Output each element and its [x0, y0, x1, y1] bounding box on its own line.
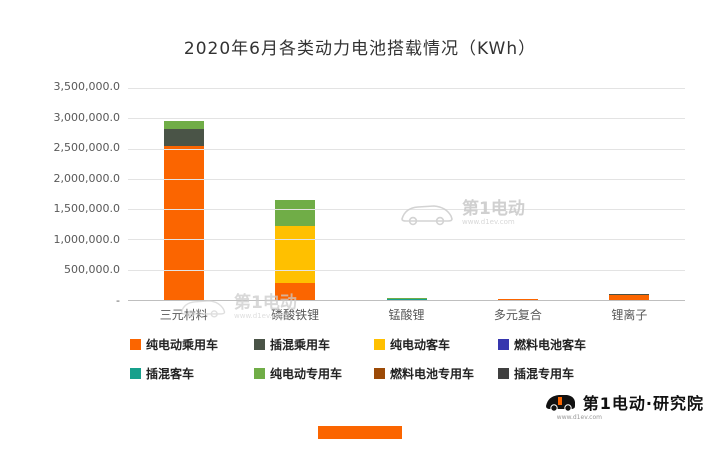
- legend-swatch: [254, 339, 265, 350]
- gridline: [128, 148, 685, 150]
- legend-swatch: [130, 339, 141, 350]
- bar-segment: [163, 128, 204, 146]
- watermark: 第1电动 www.d1ev.com: [178, 294, 297, 320]
- watermark-brand: 第1电动: [462, 199, 525, 219]
- bar-segment: [275, 225, 316, 284]
- bar-segment: [609, 295, 650, 300]
- watermark-url: www.d1ev.com: [234, 312, 287, 320]
- legend-swatch: [374, 368, 385, 379]
- watermark-url: www.d1ev.com: [462, 218, 515, 226]
- brand-logo-text: 第1电动·研究院: [582, 394, 704, 413]
- legend-item: 插混专用车: [498, 365, 648, 382]
- category-slot: [574, 88, 685, 300]
- y-axis-tick: 1,500,000.0: [53, 202, 120, 216]
- legend-label: 插混客车: [146, 367, 195, 381]
- bar-slots: [128, 88, 685, 300]
- gridline: [128, 88, 685, 89]
- bar-segment: [386, 299, 427, 300]
- watermark-brand: 第1电动: [234, 293, 297, 313]
- legend-swatch: [374, 339, 385, 350]
- legend-label: 插混专用车: [514, 367, 575, 381]
- legend-label: 插混乘用车: [270, 338, 331, 352]
- bar: [609, 294, 650, 300]
- bar: [497, 298, 538, 300]
- legend-swatch: [130, 368, 141, 379]
- legend-label: 燃料电池客车: [514, 338, 587, 352]
- bar-segment: [275, 200, 316, 226]
- bar-segment: [163, 145, 204, 300]
- y-axis-tick: 500,000.0: [64, 263, 120, 277]
- legend-item: 纯电动客车: [374, 336, 498, 353]
- legend-item: 插混客车: [130, 365, 254, 382]
- y-axis-tick: 2,500,000.0: [53, 141, 120, 155]
- legend-swatch: [254, 368, 265, 379]
- category-slot: [462, 88, 573, 300]
- legend-item: 燃料电池客车: [498, 336, 648, 353]
- bar-segment: [275, 283, 316, 300]
- bar-segment: [163, 121, 204, 129]
- gridline: [128, 239, 685, 241]
- brand-url: www.d1ev.com: [556, 414, 602, 421]
- legend-item: 燃料电池专用车: [374, 365, 498, 382]
- y-axis-tick: 3,500,000.0: [53, 80, 120, 93]
- watermark: 第1电动 www.d1ev.com: [398, 198, 525, 228]
- legend-item: 纯电动乘用车: [130, 336, 254, 353]
- car-outline-icon: [401, 205, 453, 226]
- legend-swatch: [498, 339, 509, 350]
- category-slot: [239, 88, 350, 300]
- category-label: 锰酸锂: [388, 308, 425, 322]
- bar-segment: [497, 298, 538, 300]
- page-title: 2020年6月各类动力电池搭载情况（KWh）: [183, 39, 537, 59]
- bar: [275, 200, 316, 300]
- category-label: 多元复合: [493, 308, 542, 322]
- legend-label: 燃料电池专用车: [390, 367, 475, 381]
- legend-item: 插混乘用车: [254, 336, 374, 353]
- gridline: [128, 269, 685, 271]
- bar-segment: [386, 298, 427, 300]
- bar: [163, 121, 204, 300]
- gridline: [128, 209, 685, 211]
- category-slot: [128, 88, 239, 300]
- category-label: 三元材料: [159, 308, 208, 322]
- y-axis: 3,500,000.0 3,000,000.0 2,500,000.0 2,00…: [28, 81, 120, 307]
- legend-label: 纯电动客车: [390, 338, 451, 352]
- gridline: [128, 178, 685, 180]
- y-axis-tick: 3,000,000.0: [53, 110, 120, 124]
- plot-area: [128, 88, 685, 301]
- category-label: 锂离子: [611, 308, 648, 322]
- y-axis-tick: -: [116, 293, 120, 307]
- bar: [386, 298, 427, 300]
- legend-swatch: [498, 368, 509, 379]
- legend: 纯电动乘用车 插混乘用车 纯电动客车 燃料电池客车 插混客车 纯电动专用车 燃料…: [130, 336, 648, 382]
- brand-logo: 第1电动·研究院: [544, 390, 704, 414]
- category-label: 磷酸铁锂: [271, 308, 320, 322]
- legend-label: 纯电动专用车: [270, 367, 343, 381]
- legend-item: 纯电动专用车: [254, 365, 374, 382]
- car-logo-icon: [545, 395, 575, 412]
- x-axis: 三元材料 磷酸铁锂 锰酸锂 多元复合 锂离子: [128, 306, 685, 323]
- car-outline-icon: [180, 300, 226, 318]
- y-axis-tick: 1,000,000.0: [53, 232, 120, 246]
- x-axis-line: [128, 300, 685, 301]
- bar-segment: [609, 294, 650, 296]
- footer-accent-bar: [318, 426, 402, 439]
- legend-label: 纯电动乘用车: [146, 338, 219, 352]
- y-axis-tick: 2,000,000.0: [53, 171, 120, 185]
- gridline: [128, 118, 685, 120]
- category-slot: [351, 88, 462, 300]
